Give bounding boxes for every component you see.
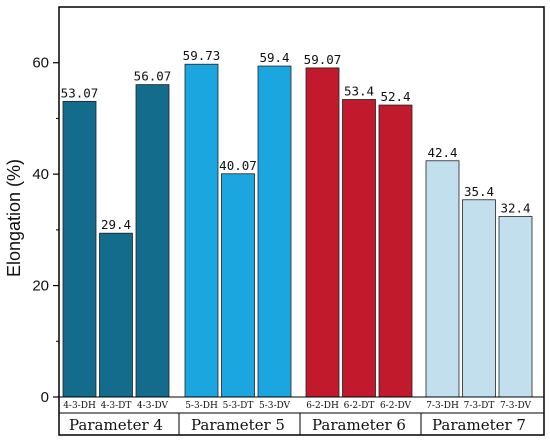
- bar: [378, 104, 413, 398]
- y-tick-label: 20: [32, 278, 49, 295]
- data-label: 56.07: [134, 69, 172, 84]
- category-label: 5-3-DT: [223, 401, 254, 411]
- plot-frame: [58, 6, 545, 436]
- category-label: 6-2-DT: [344, 401, 375, 411]
- data-label: 32.4: [500, 200, 530, 215]
- bar: [342, 99, 376, 398]
- data-label: 42.4: [427, 145, 457, 160]
- group-label: Parameter 4: [69, 416, 163, 434]
- bars-layer: 53.07 29.4 56.07 59.73 40.07 59.4 59.07 53.4 52.…: [61, 48, 533, 398]
- y-tick-label: 40: [32, 166, 49, 183]
- y-tick-label: 0: [41, 389, 49, 406]
- y-tick-label: 60: [32, 55, 49, 72]
- data-label: 52.4: [380, 89, 410, 104]
- data-label: 59.73: [183, 48, 221, 63]
- data-label: 53.4: [344, 83, 374, 98]
- category-label: 7-3-DH: [426, 401, 459, 411]
- category-label: 4-3-DV: [137, 401, 169, 411]
- bar: [221, 173, 255, 398]
- category-label: 6-2-DV: [380, 401, 412, 411]
- bar: [184, 63, 219, 398]
- y-axis-label: Elongation (%): [4, 159, 24, 277]
- data-label: 35.4: [464, 184, 494, 199]
- group-label: Parameter 5: [191, 416, 285, 434]
- bar: [135, 84, 170, 398]
- bar: [498, 216, 533, 398]
- bar: [99, 232, 133, 398]
- bar: [62, 100, 97, 398]
- bar: [425, 160, 460, 398]
- bar: [462, 199, 496, 398]
- bar: [305, 67, 340, 398]
- data-label: 29.4: [101, 217, 131, 232]
- category-label: 4-3-DH: [63, 401, 96, 411]
- bar: [257, 65, 292, 398]
- category-label: 7-3-DT: [464, 401, 495, 411]
- category-label: 4-3-DT: [101, 401, 132, 411]
- data-label: 59.4: [259, 50, 289, 65]
- data-label: 59.07: [304, 52, 342, 67]
- group-label: Parameter 6: [312, 416, 406, 434]
- category-label: 6-2-DH: [306, 401, 339, 411]
- group-label: Parameter 7: [432, 416, 526, 434]
- data-label: 53.07: [61, 85, 99, 100]
- category-label: 5-3-DH: [185, 401, 218, 411]
- data-label: 40.07: [219, 158, 257, 173]
- category-label: 7-3-DV: [500, 401, 532, 411]
- category-label: 5-3-DV: [259, 401, 291, 411]
- axes-layer: 0 20 40 60 4-3-DH 4-3-DT 4-3-DV Parameter 4 5-3-…: [32, 6, 545, 436]
